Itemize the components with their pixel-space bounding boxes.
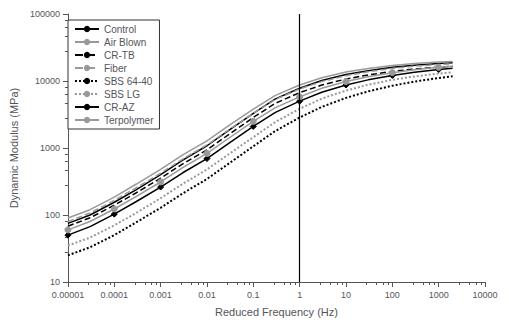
svg-text:1000: 1000	[429, 290, 449, 300]
svg-text:Control: Control	[104, 24, 136, 35]
svg-text:Terpolymer: Terpolymer	[104, 115, 154, 126]
svg-text:1000: 1000	[40, 143, 60, 153]
svg-text:10: 10	[50, 277, 60, 287]
svg-text:Air Blown: Air Blown	[104, 37, 146, 48]
svg-text:SBS 64-40: SBS 64-40	[104, 76, 153, 87]
svg-text:Fiber: Fiber	[104, 63, 127, 74]
svg-text:0.0001: 0.0001	[101, 290, 129, 300]
svg-text:SBS LG: SBS LG	[104, 89, 140, 100]
svg-text:0.00001: 0.00001	[52, 290, 85, 300]
svg-text:Reduced Frequency (Hz): Reduced Frequency (Hz)	[215, 306, 338, 318]
svg-text:10000: 10000	[35, 76, 60, 86]
svg-text:CR-AZ: CR-AZ	[104, 102, 135, 113]
svg-text:0.001: 0.001	[149, 290, 172, 300]
svg-text:100000: 100000	[30, 9, 60, 19]
svg-text:CR-TB: CR-TB	[104, 50, 135, 61]
svg-text:100: 100	[385, 290, 400, 300]
svg-text:0.1: 0.1	[247, 290, 260, 300]
svg-text:0.01: 0.01	[198, 290, 216, 300]
svg-text:100: 100	[45, 210, 60, 220]
svg-text:10: 10	[341, 290, 351, 300]
svg-text:Dynamic Modulus (MPa): Dynamic Modulus (MPa)	[8, 88, 20, 208]
svg-text:10000: 10000	[472, 290, 497, 300]
svg-text:1: 1	[297, 290, 302, 300]
